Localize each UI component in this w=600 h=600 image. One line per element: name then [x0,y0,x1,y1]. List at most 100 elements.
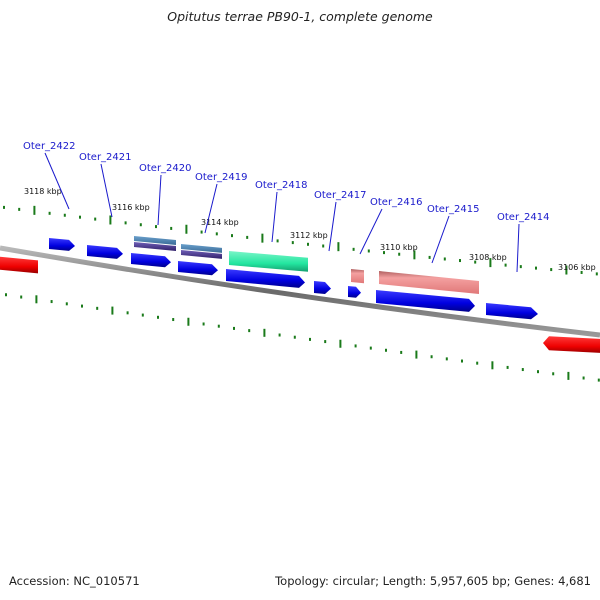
scale-tick-minor [385,348,387,352]
scale-tick-minor [200,230,203,234]
scale-tick-minor [580,270,583,274]
scale-tick-minor [474,260,477,264]
scale-tick-minor [476,361,479,365]
label-leader-line [516,223,520,273]
scale-tick-major [109,215,112,225]
gene-label[interactable]: Oter_2414 [497,212,550,223]
scale-tick-minor [309,337,311,341]
gene-label[interactable]: Oter_2422 [23,141,76,152]
scale-tick-minor [170,226,173,230]
scale-tick-minor [506,365,509,369]
scale-tick-minor [65,302,68,306]
scale-tick-minor [96,306,99,310]
label-leader-line [431,215,450,264]
label-leader-line [44,152,70,210]
scale-tick-major [111,306,114,315]
feature-cds-oter-2422[interactable] [49,238,75,251]
scale-tick-minor [215,232,218,236]
scale-tick-minor [141,313,144,317]
feature-reverse-cds[interactable] [0,256,38,274]
kbp-label: 3118 kbp [24,187,62,196]
feature-trna-oter-2418[interactable] [229,251,308,272]
scale-tick-minor [139,223,142,227]
feature-rrna-oter-2416[interactable] [351,269,364,284]
gene-label[interactable]: Oter_2415 [427,204,480,215]
feature-cds-oter-2421[interactable] [87,245,123,259]
scale-tick-minor [537,370,539,374]
scale-tick-minor [521,368,524,372]
gene-label[interactable]: Oter_2416 [370,197,423,208]
scale-tick-minor [94,217,97,221]
gene-label[interactable]: Oter_2421 [79,152,132,163]
gene-label[interactable]: Oter_2418 [255,180,308,191]
feature-cds-oter-2420[interactable] [131,253,171,268]
scale-tick-minor [217,324,220,328]
scale-tick-minor [18,207,21,211]
scale-tick-major [261,233,264,243]
scale-tick-minor [126,311,129,315]
feature-cds-oter-2418[interactable] [226,269,305,288]
scale-tick-major [415,350,418,359]
scale-tick-minor [81,304,83,308]
scale-tick-major [187,317,190,326]
scale-tick-minor [459,259,461,263]
gene-label[interactable]: Oter_2419 [195,172,248,183]
feature-cds-oter-2415[interactable] [376,290,475,312]
label-leader-line [359,208,383,255]
scale-tick-minor [504,263,507,267]
scale-tick-minor [3,205,5,209]
scale-tick-minor [233,326,235,330]
scale-tick-minor [172,318,175,322]
scale-tick-minor [5,293,7,297]
scale-tick-major [185,224,188,234]
feature-reverse-cds[interactable] [543,336,600,353]
scale-tick-minor [307,242,309,246]
scale-tick-minor [20,295,23,299]
scale-tick-major [413,250,416,260]
scale-tick-minor [582,376,585,380]
kbp-label: 3110 kbp [380,243,418,252]
scale-tick-minor [322,244,325,248]
label-leader-line [328,201,337,252]
feature-rrna-oter-2415[interactable] [379,271,479,294]
minus-strand-ticks [5,293,600,382]
scale-tick-minor [519,265,522,269]
feature-band-2419-top[interactable] [181,244,222,253]
scale-tick-minor [324,340,327,344]
scale-tick-major [565,265,568,275]
scale-tick-minor [354,344,357,348]
scale-tick-minor [595,272,598,276]
feature-cds-oter-2419[interactable] [178,261,218,276]
scale-tick-minor [383,251,385,255]
feature-band-2420-bottom[interactable] [134,242,176,251]
feature-cds-oter-2417[interactable] [314,281,331,295]
feature-band-2419-bottom[interactable] [181,250,222,259]
kbp-label: 3112 kbp [290,231,328,240]
feature-band-2420-top[interactable] [134,236,176,245]
scale-tick-minor [79,215,81,219]
feature-cds-oter-2414[interactable] [486,303,538,320]
label-leader-line [271,191,278,243]
gene-label[interactable]: Oter_2417 [314,190,367,201]
genome-title: Opitutus terrae PB90-1, complete genome [167,9,433,24]
scale-tick-minor [202,322,205,326]
scale-tick-major [35,295,38,304]
scale-tick-minor [278,333,281,337]
scale-tick-minor [461,359,463,363]
feature-cds-oter-2416[interactable] [348,286,361,298]
scale-tick-minor [231,234,233,238]
kbp-labels: 3118 kbp 3116 kbp 3114 kbp 3112 kbp 3110 kbp… [24,187,596,272]
accession-label: Accession: NC_010571 [9,574,140,588]
scale-ticks [3,205,598,276]
scale-tick-major [337,242,340,252]
scale-tick-minor [276,239,279,243]
gene-label[interactable]: Oter_2420 [139,163,192,174]
scale-tick-minor [352,247,355,251]
kbp-label: 3108 kbp [469,253,507,262]
scale-tick-minor [398,252,401,256]
scale-tick-minor [443,257,446,261]
scale-tick-minor [367,249,370,253]
